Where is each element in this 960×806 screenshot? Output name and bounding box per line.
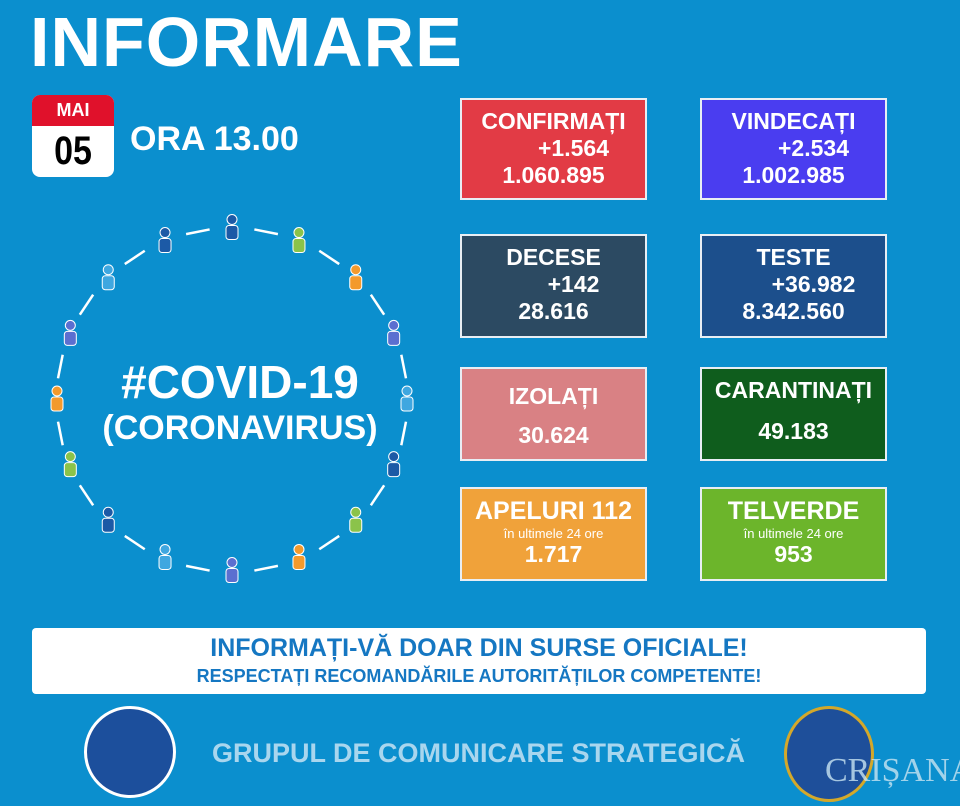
- card-carantinati: CARANTINAȚI 49.183: [700, 367, 887, 461]
- card-vindecati: VINDECAȚI +2.534 1.002.985: [700, 98, 887, 200]
- card-label: IZOLAȚI: [508, 383, 599, 409]
- person-icon: [101, 264, 115, 291]
- footer-text: GRUPUL DE COMUNICARE STRATEGICĂ: [212, 738, 746, 768]
- card-teste: TESTE +36.982 8.342.560: [700, 234, 887, 338]
- arrow-icon: [78, 484, 95, 506]
- arrow-icon: [56, 354, 64, 379]
- arrow-icon: [254, 564, 279, 572]
- card-izolati: IZOLAȚI 30.624: [460, 367, 647, 461]
- page-title: INFORMARE: [30, 3, 463, 81]
- covid-title: #COVID-19 (CORONAVIRUS): [95, 355, 385, 448]
- calendar-icon: MAI 05: [32, 95, 114, 177]
- card-total: 953: [774, 541, 813, 567]
- arrow-icon: [185, 228, 210, 236]
- person-icon: [158, 227, 172, 254]
- arrow-icon: [124, 534, 146, 551]
- card-label: TELVERDE: [727, 497, 860, 525]
- card-total: 8.342.560: [742, 298, 845, 324]
- card-total: 1.717: [524, 541, 583, 567]
- arrow-icon: [318, 249, 340, 266]
- card-label: DECESE: [506, 244, 601, 270]
- arrow-icon: [400, 354, 408, 379]
- person-icon: [349, 506, 363, 533]
- banner-line1: INFORMAȚI-VĂ DOAR DIN SURSE OFICIALE!: [210, 634, 748, 662]
- card-decese: DECESE +142 28.616: [460, 234, 647, 338]
- card-delta: +142: [547, 271, 600, 297]
- card-total: 1.002.985: [742, 162, 845, 188]
- arrow-icon: [124, 249, 146, 266]
- card-confirmati: CONFIRMAȚI +1.564 1.060.895: [460, 98, 647, 200]
- card-subtitle: în ultimele 24 ore: [743, 526, 844, 541]
- person-icon: [225, 214, 239, 240]
- card-total: 49.183: [758, 418, 829, 444]
- person-icon: [387, 319, 401, 346]
- people-circle-illustration: [50, 214, 414, 583]
- person-icon: [292, 543, 306, 570]
- card-total: 30.624: [518, 422, 589, 448]
- card-telverde: TELVERDE în ultimele 24 ore 953: [700, 487, 887, 581]
- person-icon: [101, 506, 115, 533]
- card-label: CARANTINAȚI: [714, 377, 873, 403]
- card-delta: +2.534: [778, 135, 849, 161]
- person-icon: [63, 451, 77, 478]
- covid-line2: (CORONAVIRUS): [102, 409, 378, 447]
- person-icon: [349, 264, 363, 291]
- person-icon: [225, 557, 239, 583]
- arrow-icon: [369, 294, 386, 316]
- report-time: ORA 13.00: [130, 120, 299, 158]
- card-total: 28.616: [518, 298, 589, 324]
- card-delta: +36.982: [771, 271, 856, 297]
- arrow-icon: [254, 228, 279, 236]
- card-label: VINDECAȚI: [731, 108, 856, 134]
- card-total: 1.060.895: [502, 162, 605, 188]
- card-label: CONFIRMAȚI: [481, 108, 626, 134]
- card-subtitle: în ultimele 24 ore: [503, 526, 604, 541]
- official-sources-banner: INFORMAȚI-VĂ DOAR DIN SURSE OFICIALE! RE…: [32, 628, 926, 694]
- person-icon: [50, 385, 64, 412]
- watermark: CRIȘANA: [825, 752, 960, 789]
- government-logo: [84, 706, 176, 798]
- arrow-icon: [78, 294, 95, 316]
- card-apeluri-112: APELURI 112 în ultimele 24 ore 1.717: [460, 487, 647, 581]
- person-icon: [400, 385, 414, 412]
- arrow-icon: [185, 564, 210, 572]
- arrow-icon: [369, 484, 386, 506]
- arrow-icon: [56, 421, 64, 446]
- person-icon: [158, 543, 172, 570]
- card-label: APELURI 112: [474, 497, 632, 525]
- arrow-icon: [318, 534, 340, 551]
- person-icon: [387, 451, 401, 478]
- dsu-logo: [784, 706, 874, 802]
- calendar-month: MAI: [32, 95, 114, 126]
- card-label: TESTE: [756, 244, 831, 270]
- banner-line2: RESPECTAȚI RECOMANDĂRILE AUTORITĂȚILOR C…: [196, 666, 762, 686]
- card-delta: +1.564: [538, 135, 609, 161]
- person-icon: [63, 319, 77, 346]
- person-icon: [292, 227, 306, 254]
- arrow-icon: [400, 421, 408, 446]
- calendar-day: 05: [54, 129, 92, 173]
- covid-line1: #COVID-19: [121, 356, 359, 408]
